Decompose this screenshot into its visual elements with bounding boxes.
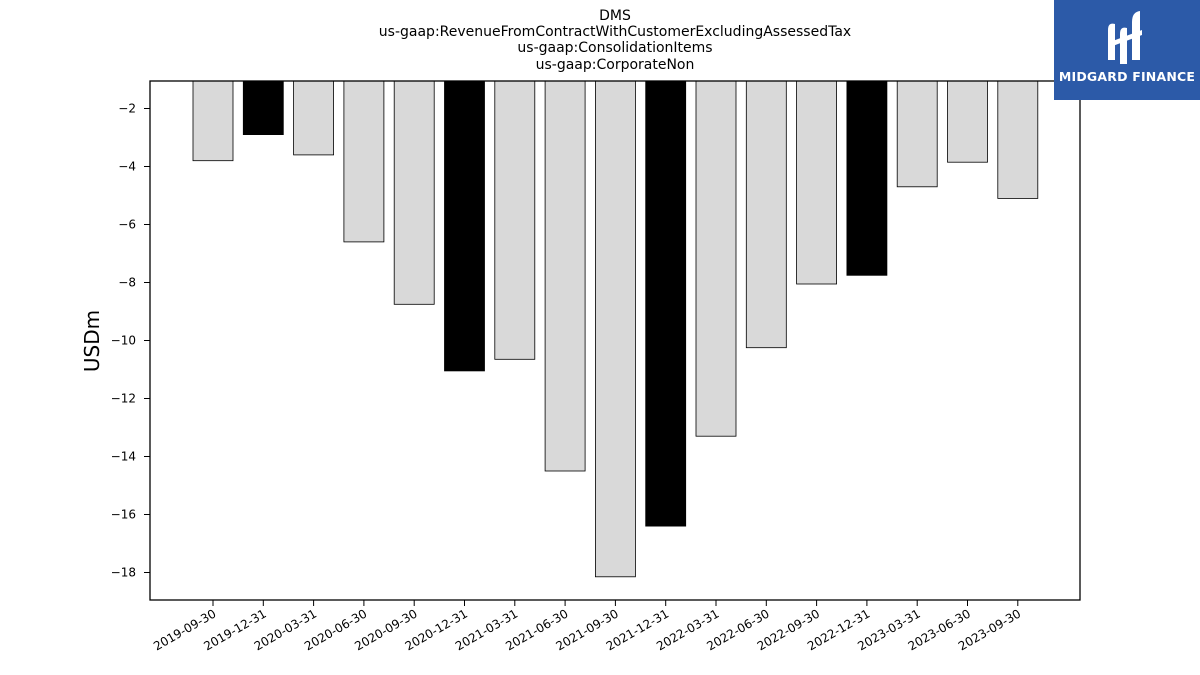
logo-text: MIDGARD FINANCE — [1058, 69, 1196, 84]
bar-2020-09-30 — [393, 80, 435, 305]
title-line-4: us-gaap:CorporateNon — [536, 57, 695, 73]
y-tick-label: −8 — [118, 276, 136, 290]
bar-2021-06-30 — [544, 80, 586, 472]
bar-2021-03-31 — [494, 80, 536, 360]
y-tick-label: −16 — [111, 508, 136, 522]
bar-2023-09-30 — [997, 80, 1039, 199]
bar-2020-12-31 — [444, 80, 485, 372]
y-tick-label: −2 — [118, 102, 136, 116]
y-tick-label: −18 — [111, 566, 136, 580]
title-line-2: us-gaap:RevenueFromContractWithCustomerE… — [379, 24, 851, 40]
bar-2021-12-31 — [645, 80, 687, 527]
bar-2023-03-31 — [896, 80, 938, 188]
bar-2022-09-30 — [796, 80, 837, 285]
bars-group — [192, 80, 1039, 578]
y-axis: −2 −4 −6 −8 −10 −12 −14 −16 −18 — [111, 102, 150, 580]
bar-2021-09-30 — [595, 80, 636, 578]
bar-2019-09-30 — [192, 80, 234, 162]
bar-2022-03-31 — [695, 80, 737, 437]
y-tick-label: −6 — [118, 218, 136, 232]
y-tick-label: −10 — [111, 334, 136, 348]
midgard-finance-logo: MIDGARD FINANCE — [1054, 0, 1200, 100]
bar-2020-03-31 — [293, 80, 335, 156]
bar-2023-06-30 — [947, 80, 988, 163]
y-tick-label: −12 — [111, 392, 136, 406]
title-line-3: us-gaap:ConsolidationItems — [517, 40, 712, 56]
title-line-1: DMS — [599, 8, 631, 24]
y-tick-label: −14 — [111, 450, 136, 464]
plot-frame — [149, 80, 1081, 601]
x-axis: 2019-09-302019-12-312020-03-312020-06-30… — [151, 600, 1023, 653]
y-tick-label: −4 — [118, 160, 136, 174]
y-axis-label: USDm — [80, 310, 104, 372]
bar-2022-06-30 — [745, 80, 787, 349]
chart-title: DMS us-gaap:RevenueFromContractWithCusto… — [379, 8, 851, 73]
midgard-logo-icon — [1108, 11, 1142, 65]
bar-2019-12-31 — [242, 80, 284, 135]
bar-2022-12-31 — [846, 80, 888, 276]
bar-2020-06-30 — [343, 80, 385, 243]
